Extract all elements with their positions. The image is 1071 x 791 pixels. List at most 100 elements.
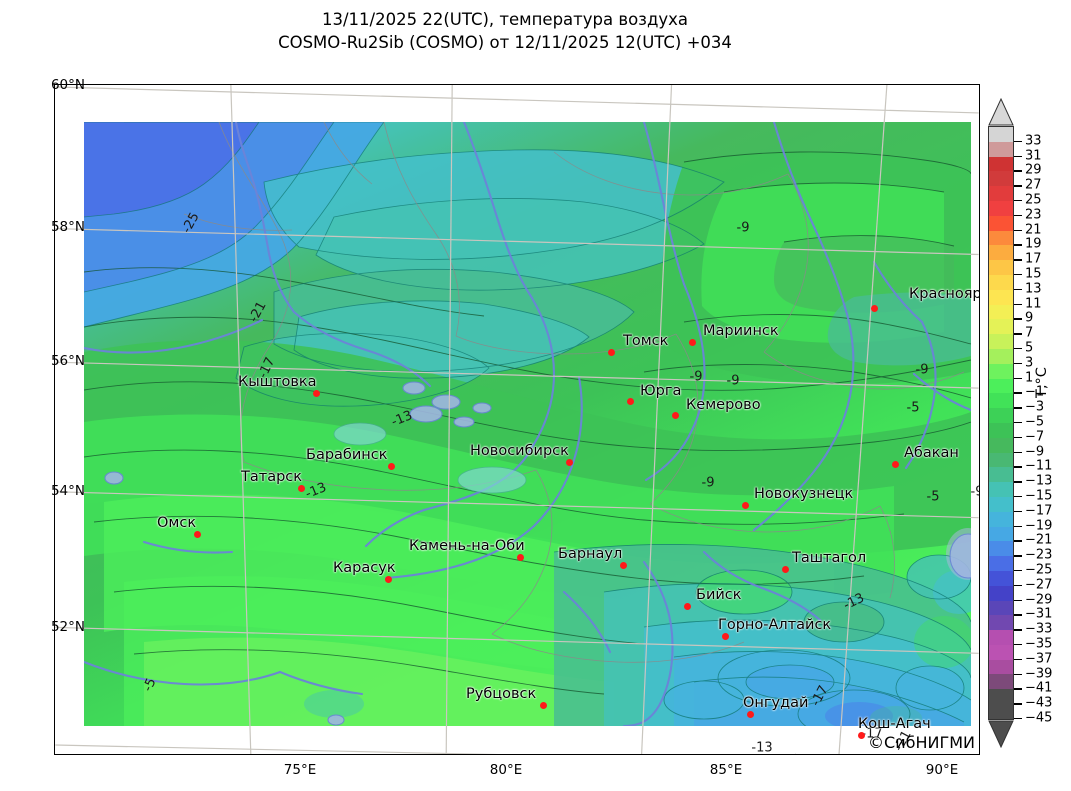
colorbar-tick-label: −23 bbox=[1025, 547, 1053, 563]
colorbar-tick-mark bbox=[1014, 555, 1022, 557]
city-dot-icon bbox=[857, 731, 865, 739]
colorbar[interactable]: 33 31 29 27 25 23 21 19 17 15 13 11 9 7 5 3 1 −1 −3 −5 −7 −9−… bbox=[988, 98, 1052, 748]
colorbar-tick-mark bbox=[1014, 288, 1022, 291]
colorbar-segment bbox=[989, 600, 1013, 616]
colorbar-tick-label: −11 bbox=[1025, 458, 1053, 474]
city-label: Барабинск bbox=[306, 447, 388, 463]
lat-tick-label: 58°N bbox=[50, 219, 85, 235]
contour-label: -5 bbox=[906, 400, 920, 416]
city-label: Бийск bbox=[696, 587, 742, 603]
colorbar-tick-mark bbox=[1014, 392, 1022, 394]
colorbar-tick-mark bbox=[1014, 407, 1022, 409]
colorbar-unit-label: T,°C bbox=[1034, 367, 1050, 398]
colorbar-tick-label: −31 bbox=[1025, 606, 1053, 622]
colorbar-tick-label: −33 bbox=[1025, 621, 1053, 637]
colorbar-tick-mark bbox=[1014, 303, 1022, 305]
colorbar-segment bbox=[989, 245, 1013, 261]
city-dot-icon bbox=[683, 602, 691, 610]
colorbar-tick-label: 1 bbox=[1025, 370, 1034, 386]
city-dot-icon bbox=[741, 501, 749, 509]
colorbar-tick-mark bbox=[1014, 422, 1022, 424]
colorbar-tick-mark bbox=[1014, 214, 1022, 217]
city-dot-icon bbox=[721, 632, 729, 640]
colorbar-tick-mark bbox=[1014, 200, 1022, 202]
lon-tick-label: 80°E bbox=[489, 762, 523, 778]
colorbar-tick-label: 13 bbox=[1025, 281, 1042, 297]
contour-label: -13 bbox=[751, 740, 773, 755]
colorbar-tick-mark bbox=[1014, 377, 1022, 379]
colorbar-tick-mark bbox=[1014, 629, 1022, 631]
colorbar-tick-mark bbox=[1014, 644, 1022, 646]
city-dot-icon bbox=[297, 484, 305, 492]
colorbar-segment bbox=[989, 556, 1013, 571]
colorbar-tick-mark bbox=[1014, 318, 1022, 320]
colorbar-tick-mark bbox=[1014, 436, 1022, 439]
colorbar-tick-mark bbox=[1014, 599, 1022, 601]
colorbar-segment bbox=[989, 422, 1013, 438]
city-label: Омск bbox=[157, 515, 197, 531]
city-dot-icon bbox=[384, 575, 392, 583]
colorbar-tick-mark bbox=[1014, 333, 1022, 335]
colorbar-segment bbox=[989, 644, 1013, 660]
contour-label: -9 bbox=[970, 484, 979, 500]
colorbar-tick-mark bbox=[1014, 510, 1022, 513]
contour-label: -17 bbox=[861, 726, 883, 742]
colorbar-tick-label: 7 bbox=[1025, 325, 1034, 341]
colorbar-segment bbox=[989, 260, 1013, 275]
copyright-watermark: ©СибНИГМИ bbox=[868, 733, 975, 752]
colorbar-tick-label: 15 bbox=[1025, 266, 1042, 282]
colorbar-segment bbox=[989, 659, 1013, 675]
city-label: Абакан bbox=[904, 445, 959, 461]
colorbar-segment bbox=[989, 541, 1013, 557]
colorbar-tick-label: 5 bbox=[1025, 340, 1034, 356]
contour-label: -9 bbox=[915, 362, 929, 378]
colorbar-tick-label: −39 bbox=[1025, 666, 1053, 682]
colorbar-segment bbox=[989, 274, 1013, 290]
colorbar-segment bbox=[989, 319, 1013, 335]
colorbar-segment bbox=[989, 200, 1013, 216]
city-label: Татарск bbox=[241, 469, 303, 485]
city-dot-icon bbox=[746, 710, 754, 718]
city-dot-icon bbox=[607, 348, 615, 356]
map-canvas[interactable]: -25-21-17-13-13-9-9-9-9-5-9-5-9-9-13-13-… bbox=[54, 84, 980, 755]
colorbar-tick-mark bbox=[1014, 496, 1022, 498]
city-label: Мариинск bbox=[703, 323, 779, 339]
city-dot-icon bbox=[312, 389, 320, 397]
colorbar-tick-mark bbox=[1014, 451, 1022, 453]
colorbar-tick-label: −35 bbox=[1025, 636, 1053, 652]
colorbar-segment bbox=[989, 511, 1013, 527]
city-label: Томск bbox=[623, 333, 669, 349]
colorbar-tick-mark bbox=[1014, 718, 1022, 720]
city-label: Барнаул bbox=[558, 546, 623, 562]
city-label: Кош-Агач bbox=[858, 716, 931, 732]
colorbar-segment bbox=[989, 171, 1013, 187]
colorbar-tick-label: −15 bbox=[1025, 488, 1053, 504]
contour-label: -9 bbox=[689, 369, 703, 385]
city-dot-icon bbox=[688, 338, 696, 346]
colorbar-tick-mark bbox=[1014, 140, 1022, 143]
colorbar-tick-mark bbox=[1014, 244, 1022, 246]
colorbar-tick-label: −45 bbox=[1025, 710, 1053, 726]
colorbar-tick-mark bbox=[1014, 688, 1022, 690]
colorbar-segment bbox=[989, 585, 1013, 601]
colorbar-tick-label: −19 bbox=[1025, 518, 1053, 534]
colorbar-tick-label: −25 bbox=[1025, 562, 1053, 578]
colorbar-segment bbox=[989, 334, 1013, 349]
colorbar-segment bbox=[989, 230, 1013, 246]
lon-tick-label: 85°E bbox=[709, 762, 743, 778]
city-label: Кыштовка bbox=[238, 374, 317, 390]
colorbar-tick-label: −21 bbox=[1025, 532, 1053, 548]
colorbar-tick-mark bbox=[1014, 658, 1022, 661]
contour-label: -21 bbox=[785, 750, 808, 754]
temperature-field bbox=[84, 122, 971, 726]
title-line-1: 13/11/2025 22(UTC), температура воздуха bbox=[322, 10, 688, 29]
city-dot-icon bbox=[671, 411, 679, 419]
colorbar-segment bbox=[989, 437, 1013, 453]
colorbar-tick-label: 3 bbox=[1025, 355, 1034, 371]
colorbar-tick-mark bbox=[1014, 570, 1022, 572]
colorbar-tick-label: −37 bbox=[1025, 651, 1053, 667]
colorbar-segment bbox=[989, 141, 1013, 157]
colorbar-tick-label: 31 bbox=[1025, 148, 1042, 164]
city-dot-icon bbox=[539, 701, 547, 709]
contour-label: -9 bbox=[736, 220, 750, 236]
